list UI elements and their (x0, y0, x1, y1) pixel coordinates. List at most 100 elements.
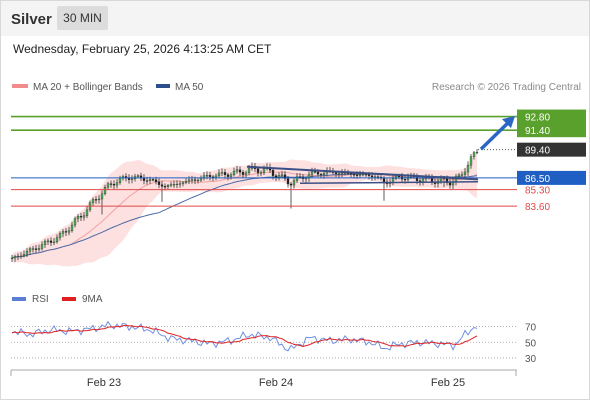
candle-body (178, 183, 182, 185)
target-arrow-head (502, 116, 515, 129)
candle (64, 227, 68, 237)
candle-body (106, 183, 110, 188)
resistance-label-bg (517, 123, 586, 138)
rsi-line (11, 320, 478, 352)
candle-body (367, 174, 371, 176)
candle-body (85, 209, 89, 216)
candle (238, 166, 242, 176)
pivot-label: 86.50 (525, 174, 550, 185)
rsi-tick-label: 50 (525, 338, 537, 349)
candle (472, 150, 476, 160)
candle (166, 183, 170, 190)
candle-body (100, 193, 104, 200)
candle (157, 178, 161, 189)
candle-body (364, 174, 368, 176)
candle-body (403, 179, 407, 181)
candle (130, 175, 134, 184)
candle-body (118, 178, 122, 183)
rsi9ma-legend-label: 9MA (82, 294, 103, 305)
target-arrow-shaft (479, 120, 511, 151)
candle-body (22, 254, 26, 257)
candle (28, 246, 32, 255)
candle-body (115, 182, 119, 186)
candle-body (70, 224, 74, 231)
candle-body (349, 173, 353, 175)
candle (283, 171, 287, 182)
candle (37, 244, 41, 252)
candle-body (163, 186, 167, 188)
candle (40, 241, 44, 251)
candle-body (382, 178, 386, 183)
candle-body (46, 240, 50, 242)
candle-body (151, 179, 155, 181)
candle-body (319, 174, 323, 176)
candle (469, 154, 473, 169)
candle-body (154, 179, 158, 183)
candle-body (169, 184, 173, 186)
candle-body (457, 174, 461, 177)
candle (43, 239, 47, 248)
candle-body (28, 248, 32, 252)
candle-body (136, 175, 140, 177)
support-label: 83.60 (525, 202, 550, 213)
trendline-upper (246, 165, 479, 181)
candle-body (31, 248, 35, 250)
candle-body (205, 175, 209, 177)
ma50-legend-swatch (156, 84, 170, 88)
candle (55, 234, 59, 244)
candle-body (466, 164, 470, 173)
candle-body (316, 171, 320, 175)
candle-body (172, 184, 176, 186)
candle-body (277, 175, 281, 178)
candle-body (337, 173, 341, 175)
candle-body (445, 178, 449, 184)
candle-body (355, 174, 359, 176)
candle-body (271, 170, 275, 176)
candle (172, 180, 176, 188)
candle (184, 178, 188, 185)
candle-body (49, 240, 53, 243)
timeframe-button[interactable]: 30 MIN (57, 6, 108, 30)
candle (94, 196, 98, 204)
candle (178, 180, 182, 188)
candle-body (76, 216, 80, 219)
candle-body (397, 175, 401, 177)
candle-body (352, 174, 356, 176)
candle-body (193, 179, 197, 181)
candle-body (223, 172, 227, 175)
candle (241, 170, 245, 179)
candle-body (322, 172, 326, 176)
bollinger-band (12, 151, 477, 267)
candle (220, 168, 224, 177)
candle-body (103, 186, 107, 195)
ma20-legend-label: MA 20 + Bollinger Bands (33, 82, 143, 93)
candle (67, 226, 71, 236)
candle-body (280, 174, 284, 176)
candle-body (52, 241, 56, 243)
candle (70, 221, 74, 233)
candle-body (19, 255, 23, 257)
candle-body (469, 156, 473, 166)
last-price-label: 89.40 (525, 146, 550, 157)
candle-body (220, 172, 224, 174)
candle-body (235, 169, 239, 172)
rsi9ma-legend-swatch (62, 297, 76, 301)
candle (160, 180, 164, 202)
candle-body (157, 181, 161, 185)
candle-body (448, 182, 452, 186)
candle (196, 178, 200, 184)
candle-body (73, 218, 77, 226)
candle (382, 175, 386, 201)
candle (52, 238, 56, 246)
candle (292, 177, 296, 189)
candle (475, 149, 479, 155)
candle (82, 211, 86, 221)
candle-body (310, 171, 314, 175)
candle-body (184, 181, 188, 183)
ma20-legend-swatch (12, 84, 28, 88)
candle (58, 231, 62, 241)
candle-body (262, 168, 266, 173)
candle (34, 244, 38, 253)
candle (259, 170, 263, 177)
rsi-legend-swatch (12, 297, 26, 301)
